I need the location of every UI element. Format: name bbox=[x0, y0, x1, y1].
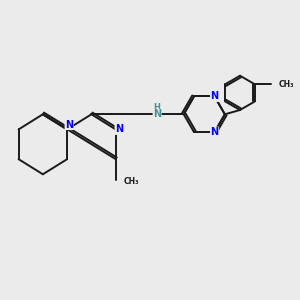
Text: H: H bbox=[154, 103, 160, 112]
Text: N: N bbox=[211, 127, 219, 137]
Text: N: N bbox=[211, 92, 219, 101]
Text: N: N bbox=[65, 120, 73, 130]
Text: CH₃: CH₃ bbox=[279, 80, 294, 89]
Text: CH₃: CH₃ bbox=[124, 177, 139, 186]
Text: N: N bbox=[153, 109, 161, 119]
Text: N: N bbox=[115, 124, 123, 134]
